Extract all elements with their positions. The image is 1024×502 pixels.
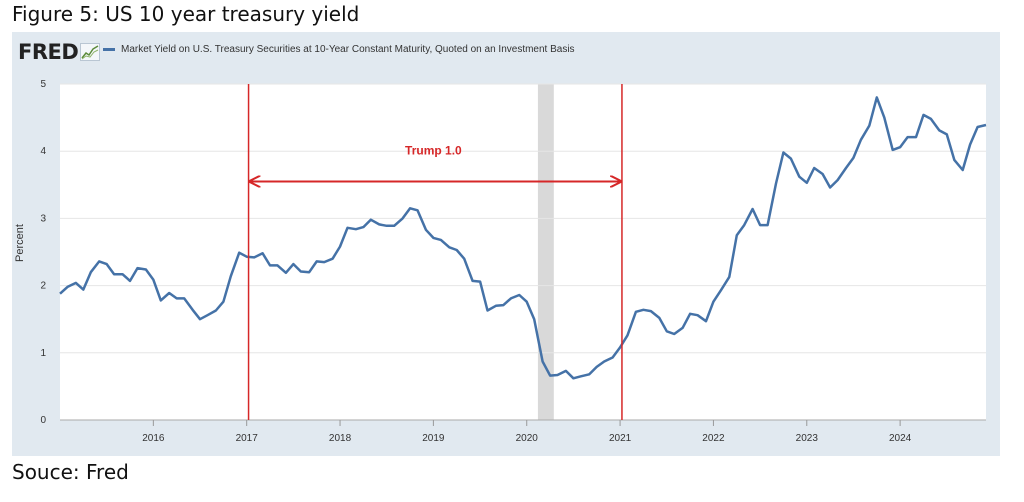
x-tick-label: 2017 xyxy=(236,433,259,444)
x-tick-label: 2016 xyxy=(142,433,165,444)
y-tick-label: 4 xyxy=(40,146,46,157)
chart-legend: Market Yield on U.S. Treasury Securities… xyxy=(103,44,575,55)
source-note: Souce: Fred xyxy=(12,460,129,484)
x-tick-label: 2023 xyxy=(796,433,819,444)
y-tick-label: 3 xyxy=(40,213,46,224)
y-tick-label: 1 xyxy=(40,348,46,359)
fred-graph-icon xyxy=(80,43,101,61)
fred-logo-text: FRED xyxy=(18,40,79,64)
annotation-label: Trump 1.0 xyxy=(405,144,462,158)
fred-logo: FRED xyxy=(18,40,101,64)
y-tick-label: 5 xyxy=(40,79,46,90)
x-tick-label: 2019 xyxy=(422,433,445,444)
legend-label: Market Yield on U.S. Treasury Securities… xyxy=(121,44,575,55)
x-tick-label: 2024 xyxy=(889,433,912,444)
plot-area xyxy=(60,84,986,420)
y-tick-label: 0 xyxy=(40,415,46,426)
x-tick-label: 2021 xyxy=(609,433,632,444)
figure-title: Figure 5: US 10 year treasury yield xyxy=(12,2,360,26)
series-line xyxy=(59,96,987,380)
x-tick-label: 2018 xyxy=(329,433,352,444)
x-tick-label: 2022 xyxy=(702,433,725,444)
recession-band xyxy=(537,84,554,420)
x-tick-label: 2020 xyxy=(516,433,539,444)
y-tick-label: 2 xyxy=(40,281,46,292)
legend-swatch xyxy=(103,48,115,51)
